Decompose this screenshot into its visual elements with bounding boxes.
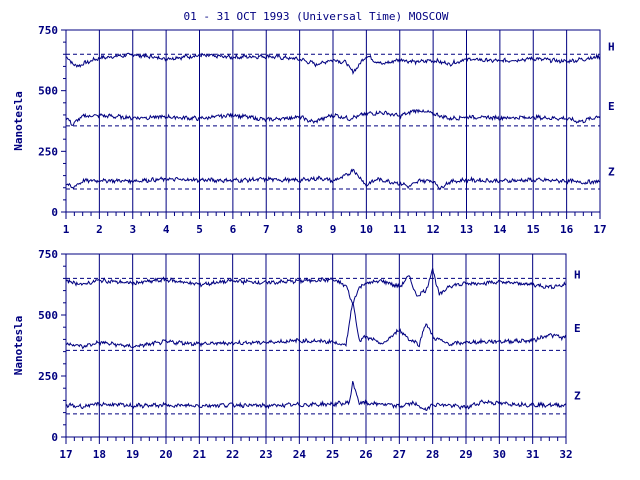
plot-frame xyxy=(65,253,567,438)
panel-2: 17 18 19 20 21 22 23 24 25 26 27 28 29 30 31 32 0 250 500 7… xyxy=(12,248,581,461)
x-tick-label: 18 xyxy=(93,448,106,461)
x-tick-label: 24 xyxy=(293,448,307,461)
x-tick-label: 16 xyxy=(560,223,574,236)
x-tick-label: 14 xyxy=(493,223,507,236)
series-label-z: Z xyxy=(574,389,581,402)
x-tick-label: 17 xyxy=(59,448,72,461)
y-tick-label: 750 xyxy=(38,24,58,37)
x-tick-label: 11 xyxy=(393,223,407,236)
x-tick-label: 30 xyxy=(493,448,506,461)
trace-z xyxy=(65,168,600,191)
y-axis-label: Nanotesla xyxy=(12,91,25,151)
trace-h xyxy=(65,52,601,76)
x-tick-label: 10 xyxy=(360,223,373,236)
panel-1: 1 2 3 4 5 6 7 8 9 10 11 12 13 14 15 16 170250500750Nanot… xyxy=(12,24,615,236)
series-label-h: H xyxy=(574,269,581,282)
y-tick-label: 250 xyxy=(38,370,58,383)
series-label-e: E xyxy=(608,100,615,113)
y-axis-label: Nanotesla xyxy=(12,316,25,376)
y-tick-label: 0 xyxy=(51,206,58,219)
y-tick-label: 500 xyxy=(38,85,58,98)
series-label-h: H xyxy=(608,41,615,54)
x-tick-label: 32 xyxy=(559,448,572,461)
series-label-e: E xyxy=(574,322,581,335)
trace-h xyxy=(65,268,567,306)
x-tick-label: 12 xyxy=(427,223,440,236)
x-tick-label: 29 xyxy=(459,448,472,461)
y-tick-label: 500 xyxy=(38,309,58,322)
x-tick-label: 5 xyxy=(196,223,203,236)
x-tick-label: 6 xyxy=(230,223,237,236)
trace-e xyxy=(65,108,601,126)
x-tick-label: 25 xyxy=(326,448,339,461)
x-tick-label: 7 xyxy=(263,223,270,236)
x-tick-label: 2 xyxy=(96,223,103,236)
x-tick-label: 17 xyxy=(593,223,606,236)
x-tick-label: 19 xyxy=(126,448,139,461)
x-tick-label: 31 xyxy=(526,448,540,461)
x-tick-label: 27 xyxy=(393,448,406,461)
x-tick-label: 8 xyxy=(296,223,303,236)
x-tick-label: 1 xyxy=(63,223,70,236)
x-tick-label: 4 xyxy=(163,223,170,236)
x-tick-label: 20 xyxy=(159,448,172,461)
panels: 1 2 3 4 5 6 7 8 9 10 11 12 13 14 15 16 170250500750Nanot… xyxy=(12,24,615,461)
x-tick-label: 26 xyxy=(359,448,373,461)
x-tick-label: 23 xyxy=(259,448,272,461)
y-tick-label: 250 xyxy=(38,145,58,158)
x-tick-label: 15 xyxy=(527,223,540,236)
y-tick-label: 750 xyxy=(38,248,58,261)
trace-z xyxy=(65,381,567,411)
x-tick-label: 3 xyxy=(129,223,136,236)
x-tick-label: 22 xyxy=(226,448,239,461)
y-tick-label: 0 xyxy=(51,431,58,444)
x-tick-label: 28 xyxy=(426,448,439,461)
series-label-z: Z xyxy=(608,166,615,179)
x-tick-label: 21 xyxy=(193,448,207,461)
x-tick-label: 9 xyxy=(330,223,337,236)
trace-e xyxy=(65,302,567,350)
x-tick-label: 13 xyxy=(460,223,473,236)
plot-frame xyxy=(65,29,601,213)
chart-title: 01 - 31 OCT 1993 (Universal Time) MOSCOW xyxy=(184,10,449,23)
